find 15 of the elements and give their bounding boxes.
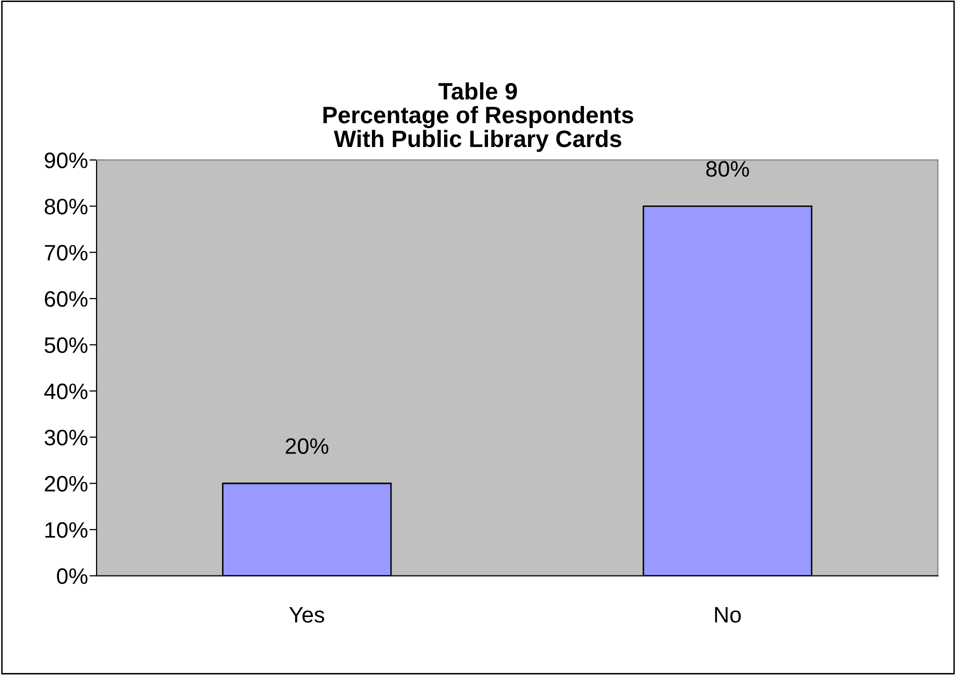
data-label: 20% <box>286 438 328 454</box>
data-label: 80% <box>706 161 749 177</box>
y-tick-label: 0% <box>56 568 88 584</box>
y-tick-label: 50% <box>44 337 88 354</box>
y-tick-label: 30% <box>44 430 88 446</box>
y-tick-label: 70% <box>44 244 88 261</box>
y-tick-label: 60% <box>44 291 88 307</box>
x-tick-label: Yes <box>289 607 324 623</box>
x-tick-label: No <box>715 607 741 623</box>
y-tick-label: 80% <box>44 198 88 214</box>
y-tick-label: 40% <box>44 384 88 400</box>
y-tick-label: 10% <box>45 522 88 538</box>
y-tick-label: 20% <box>44 476 88 492</box>
chart-title: Table 9 Percentage of Respondents With Public Library Cards <box>323 82 634 152</box>
y-tick-label: 90% <box>44 152 88 168</box>
